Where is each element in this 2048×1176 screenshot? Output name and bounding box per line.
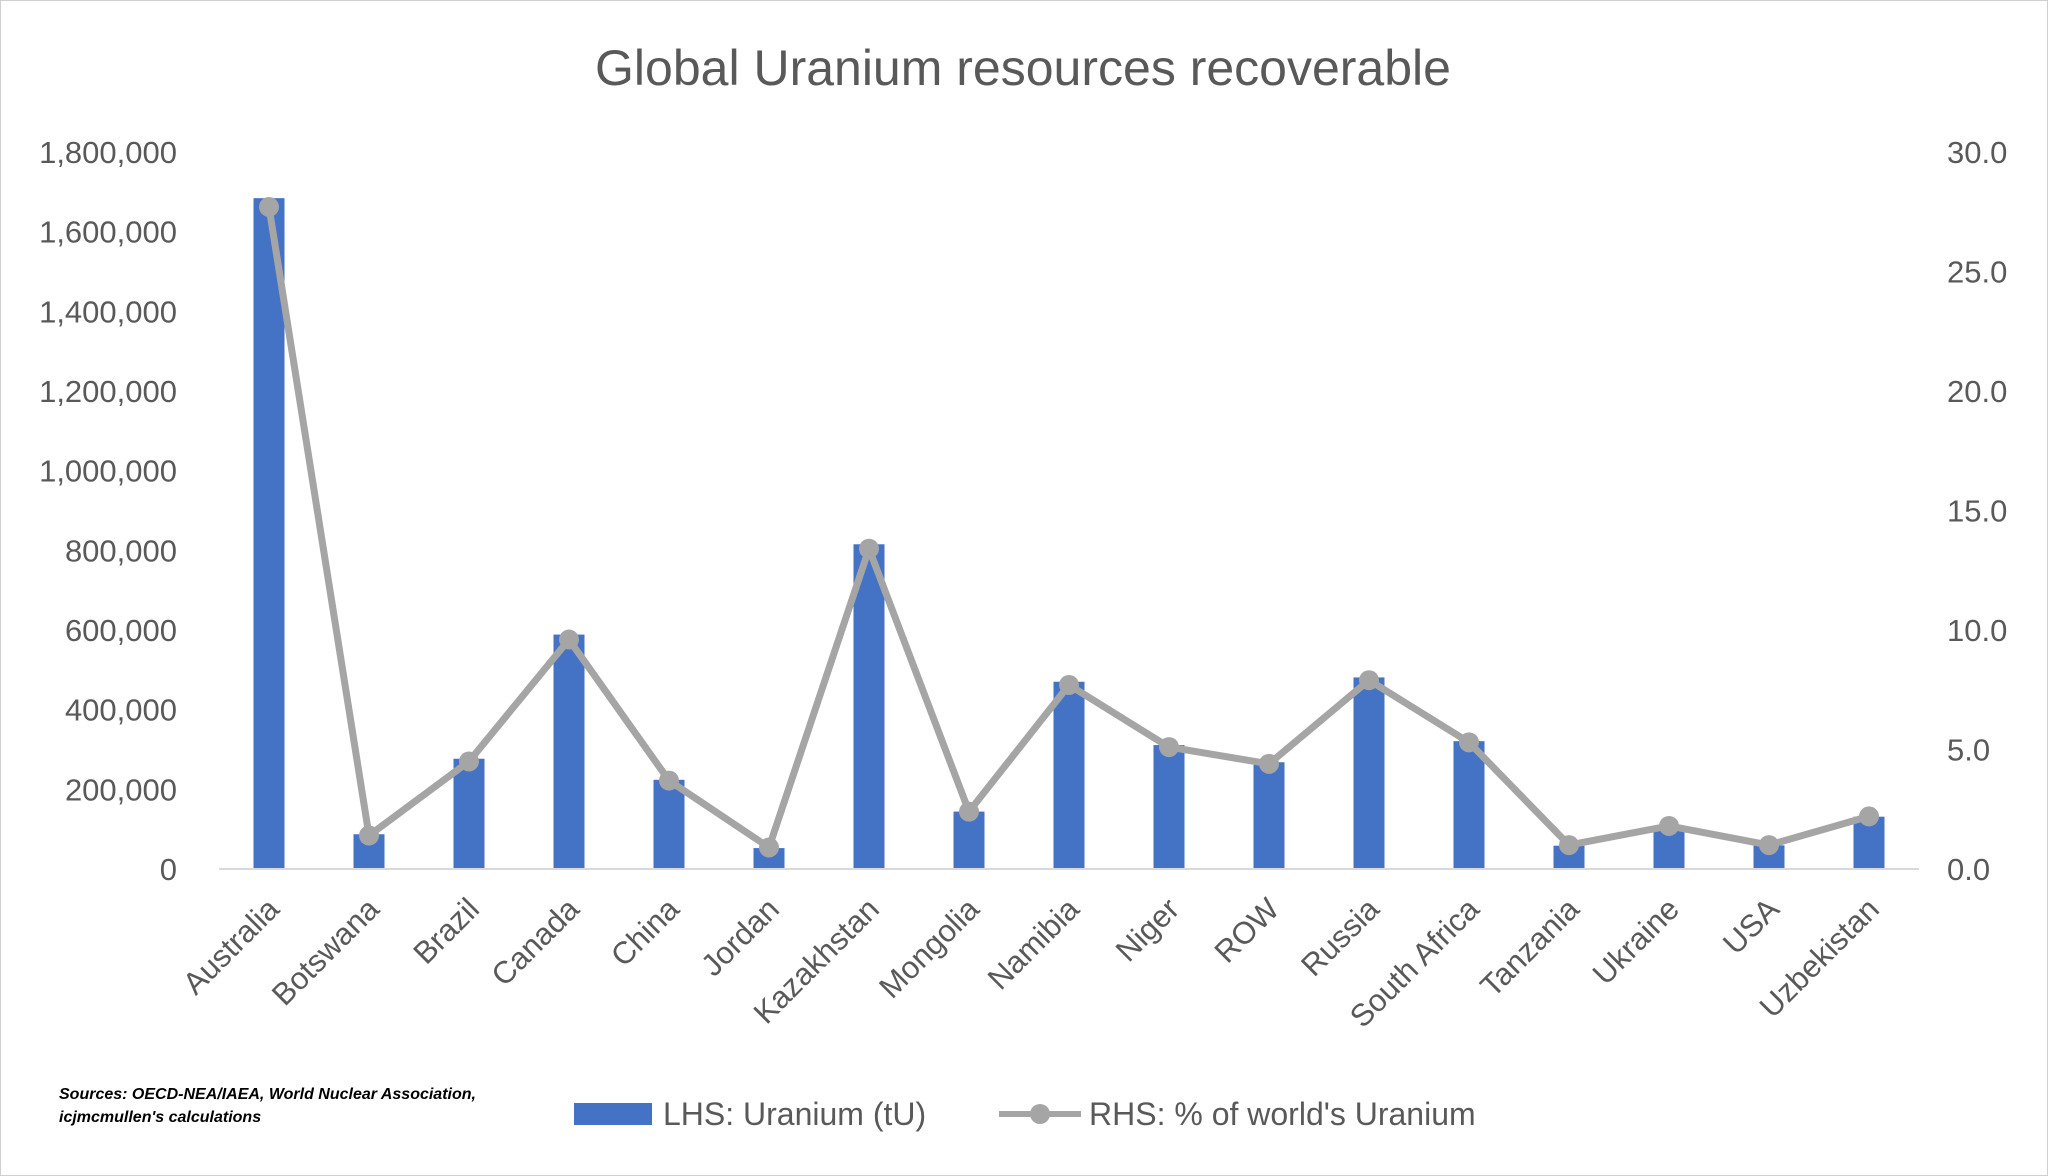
category-label: Russia [1294,891,1386,983]
category-label: Botswana [265,891,387,1013]
line-point [1259,753,1279,774]
line-point [559,629,579,650]
left-tick-label: 400,000 [65,693,177,728]
line-point [1359,670,1379,691]
category-label: USA [1716,891,1786,961]
line-point [1659,815,1679,836]
line-point [1459,732,1479,753]
left-tick-label: 1,000,000 [39,454,177,489]
left-tick-label: 1,800,000 [39,135,177,170]
bar [653,779,685,869]
right-tick-label: 20.0 [1947,374,2007,409]
category-label: Canada [484,891,586,993]
left-tick-label: 1,400,000 [39,294,177,329]
right-tick-label: 30.0 [1947,135,2007,170]
chart-title: Global Uranium resources recoverable [595,40,1451,96]
right-tick-label: 10.0 [1947,613,2007,648]
legend-line-label: RHS: % of world's Uranium [1089,1096,1476,1132]
category-label: Brazil [406,891,486,971]
left-tick-label: 800,000 [65,533,177,568]
bar [1453,741,1485,869]
category-label: Jordan [694,891,786,983]
right-tick-label: 0.0 [1947,852,1990,887]
bar [853,544,885,869]
category-label: ROW [1208,891,1287,970]
right-axis: 0.0 5.0 10.0 15.0 20.0 25.0 30.0 [1947,135,2007,887]
line-series [259,196,1879,858]
source-line-2: icjmcmullen's calculations [59,1109,261,1126]
line-point [259,196,279,217]
bar [553,634,585,869]
category-label: Niger [1109,891,1186,968]
source-note: Sources: OECD-NEA/IAEA, World Nuclear As… [59,1086,476,1126]
right-tick-label: 15.0 [1947,494,2007,529]
left-tick-label: 1,200,000 [39,374,177,409]
legend-bar-label: LHS: Uranium (tU) [663,1096,926,1132]
line-point [659,770,679,791]
right-tick-label: 25.0 [1947,255,2007,290]
legend: LHS: Uranium (tU) RHS: % of world's Uran… [574,1096,1476,1132]
legend-bar-swatch [574,1103,652,1125]
category-label: Ukraine [1586,891,1686,991]
category-label: Mongolia [872,891,986,1005]
category-label: China [604,891,687,974]
left-tick-label: 1,600,000 [39,215,177,250]
bar [1053,681,1085,869]
bar-series [253,198,1885,869]
line-point [1059,674,1079,695]
line-point [1859,806,1879,827]
bar [1153,745,1185,869]
line-point [859,538,879,559]
left-tick-label: 0 [160,852,177,887]
line-point [1159,737,1179,758]
left-tick-label: 200,000 [65,772,177,807]
line-point [359,825,379,846]
left-tick-label: 600,000 [65,613,177,648]
right-tick-label: 5.0 [1947,733,1990,768]
source-line-1: Sources: OECD-NEA/IAEA, World Nuclear As… [59,1086,476,1103]
line-point [459,751,479,772]
bar [1353,677,1385,869]
bar [1253,762,1285,869]
left-axis: 0 200,000 400,000 600,000 800,000 1,000,000 1,… [39,135,177,887]
legend-line-marker [1030,1104,1050,1124]
bar [253,198,285,869]
bar [1553,845,1585,869]
line-point [959,801,979,822]
bar [453,758,485,869]
category-label: Tanzania [1473,891,1586,1004]
line-point [1559,835,1579,856]
line-point [1759,835,1779,856]
category-label: Namibia [981,891,1087,997]
line-point [759,837,779,858]
